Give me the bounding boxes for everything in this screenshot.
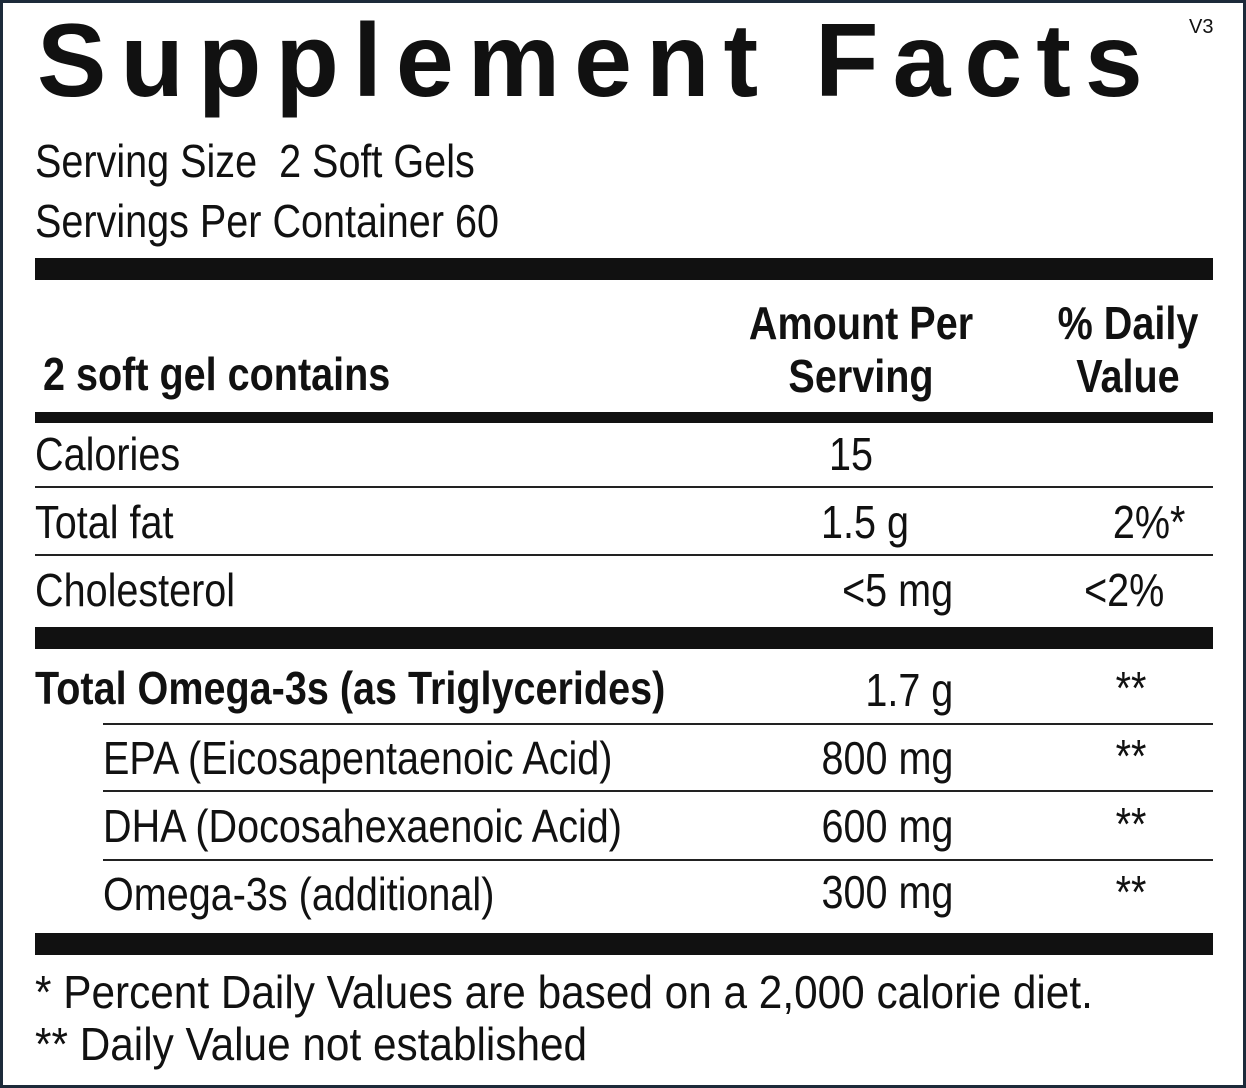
daily-value: 2%* <box>1112 496 1185 548</box>
nutrient-name: Total Omega-3s (as Triglycerides) <box>35 662 666 714</box>
serving-size: Serving Size 2 Soft Gels <box>35 135 475 187</box>
amount: 15 <box>829 428 874 480</box>
footnote: ** Daily Value not established <box>35 1018 588 1070</box>
daily-value: ** <box>1115 662 1147 714</box>
row-rule <box>103 790 1213 792</box>
nutrient-name: Cholesterol <box>35 564 236 616</box>
row-rule <box>35 554 1213 556</box>
nutrient-name: EPA (Eicosapentaenoic Acid) <box>103 732 613 784</box>
amount: 800 mg <box>821 732 953 784</box>
nutrient-name: DHA (Docosahexaenoic Acid) <box>103 800 622 852</box>
amount: 600 mg <box>821 800 953 852</box>
title: Supplement Facts <box>37 3 1157 119</box>
nutrient-name: Calories <box>35 428 181 480</box>
footnote: * Percent Daily Values are based on a 2,… <box>35 966 1093 1018</box>
thick-bar <box>35 412 1213 423</box>
amount: 1.5 g <box>821 496 909 548</box>
amount: 1.7 g <box>865 664 953 716</box>
column-header: % Daily Value <box>1057 297 1199 402</box>
daily-value: ** <box>1115 730 1147 782</box>
daily-value: ** <box>1115 866 1147 918</box>
thick-bar <box>35 933 1213 955</box>
row-rule <box>35 486 1213 488</box>
amount: 300 mg <box>821 866 953 918</box>
column-header: 2 soft gel contains <box>43 348 391 400</box>
column-header: Amount Per Serving <box>748 297 974 402</box>
amount: <5 mg <box>841 564 953 616</box>
nutrient-name: Omega-3s (additional) <box>103 868 495 920</box>
servings-per-container: Servings Per Container 60 <box>35 195 499 247</box>
version: V3 <box>1189 16 1214 38</box>
thick-bar <box>35 258 1213 280</box>
row-rule <box>103 723 1213 725</box>
daily-value: <2% <box>1083 564 1164 616</box>
daily-value: ** <box>1115 798 1147 850</box>
thick-bar <box>35 627 1213 649</box>
row-rule <box>103 859 1213 861</box>
nutrient-name: Total fat <box>35 496 174 548</box>
